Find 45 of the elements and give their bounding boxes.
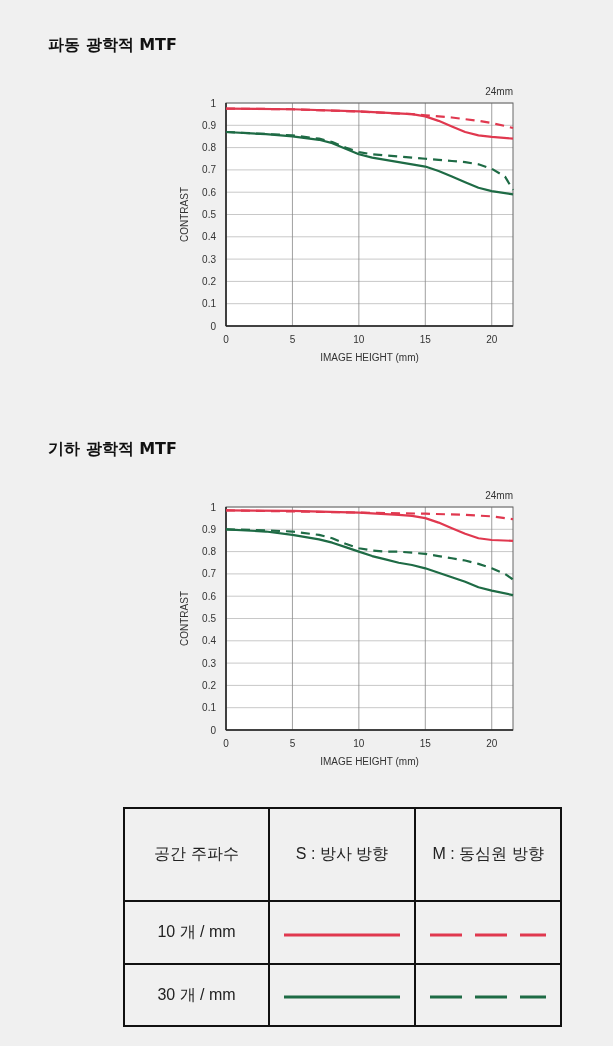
y-tick-label: 0.7 — [202, 164, 217, 176]
y-tick-label: 0.9 — [202, 119, 217, 131]
text: M : 동심원 방향 — [415, 808, 561, 901]
y-tick-label: 0 — [210, 320, 217, 332]
y-tick-label: 0.5 — [202, 613, 217, 624]
y-tick-label: 0.2 — [202, 679, 217, 691]
y-tick-label: 0.6 — [202, 590, 217, 602]
x-tick-label: 0 — [223, 334, 230, 345]
text: S : 방사 방향 — [269, 808, 415, 901]
y-tick-label: 1 — [210, 97, 217, 109]
y-tick-label: 0.4 — [202, 231, 217, 243]
x-tick-label: 0 — [223, 738, 230, 749]
y-tick-label: 0.9 — [202, 523, 217, 535]
y-tick-label: 1 — [210, 501, 217, 513]
y-tick-label: 0.7 — [202, 568, 217, 580]
x-tick-label: 10 — [353, 738, 365, 749]
x-tick-label: 5 — [289, 738, 296, 749]
y-tick-label: 0.4 — [202, 635, 217, 647]
x-tick-label: 15 — [419, 738, 432, 749]
text: 30 개 / mm — [124, 964, 269, 1026]
y-tick-label: 0.1 — [202, 702, 217, 714]
y-tick-label: 0.8 — [202, 546, 217, 558]
text: 10 개 / mm — [124, 901, 269, 964]
x-tick-label: 20 — [486, 334, 498, 345]
x-axis-title: IMAGE HEIGHT (mm) — [320, 756, 419, 767]
y-tick-label: 0.8 — [202, 142, 217, 154]
text: 공간 주파수 — [124, 808, 269, 901]
x-tick-label: 15 — [419, 334, 432, 345]
y-tick-label: 0 — [210, 724, 217, 736]
text: 24mm — [485, 86, 513, 97]
y-tick-label: 0.1 — [202, 298, 217, 310]
y-axis-title: CONTRAST — [179, 591, 190, 646]
text: 24mm — [485, 490, 513, 501]
y-tick-label: 0.6 — [202, 186, 217, 198]
x-tick-label: 20 — [486, 738, 498, 749]
y-tick-label: 0.2 — [202, 275, 217, 287]
y-tick-label: 0.3 — [202, 657, 217, 669]
chart-title: 파동 광학적 MTF — [48, 35, 177, 54]
x-tick-label: 5 — [289, 334, 296, 345]
y-tick-label: 0.5 — [202, 209, 217, 220]
y-tick-label: 0.3 — [202, 253, 217, 265]
x-axis-title: IMAGE HEIGHT (mm) — [320, 352, 419, 363]
y-axis-title: CONTRAST — [179, 187, 190, 242]
chart-title: 기하 광학적 MTF — [48, 439, 177, 458]
x-tick-label: 10 — [353, 334, 365, 345]
